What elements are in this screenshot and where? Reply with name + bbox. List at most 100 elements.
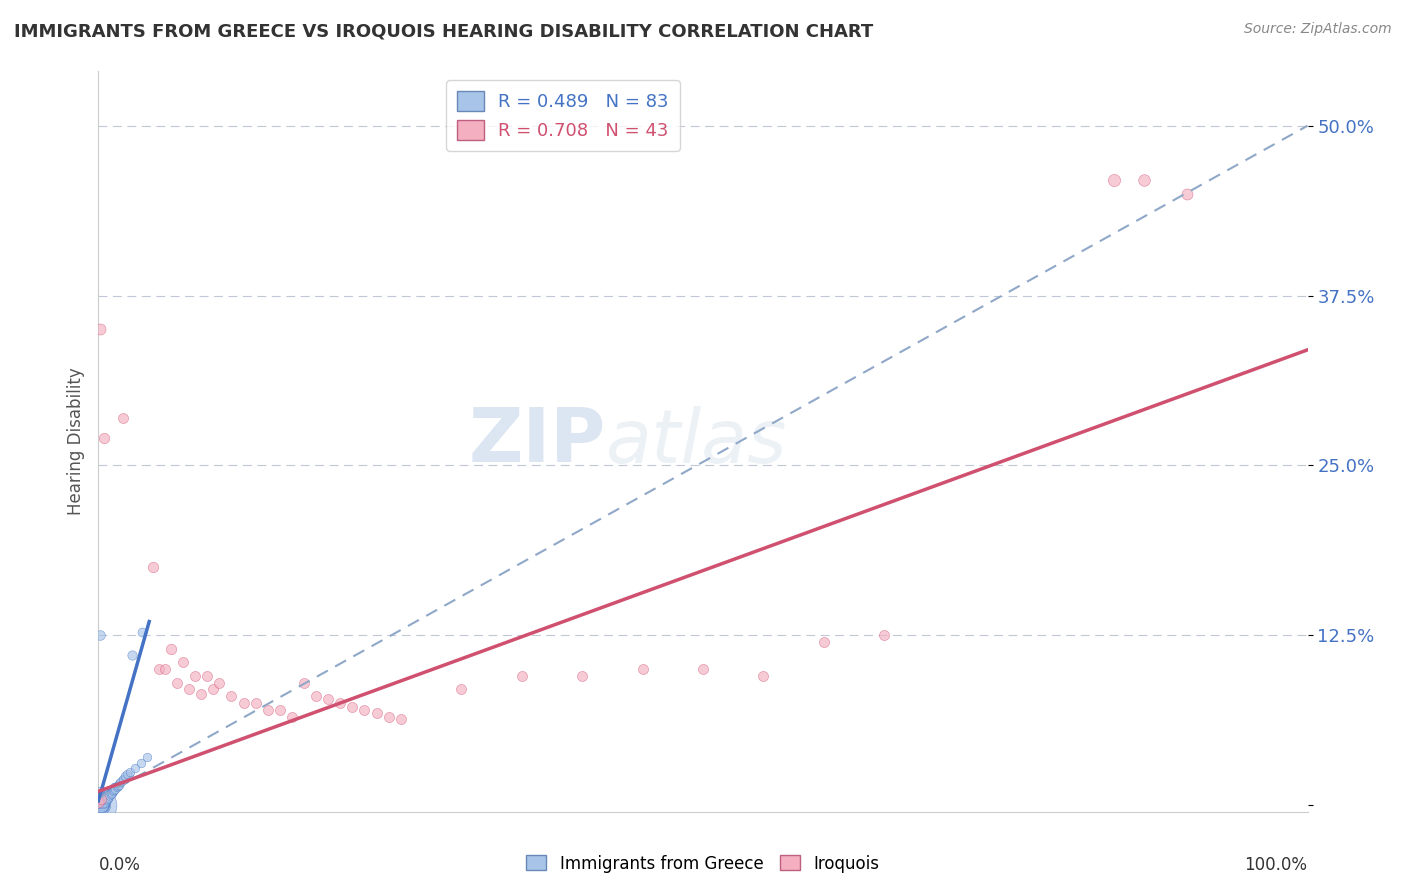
Point	[94, 789, 117, 804]
Point	[96, 791, 118, 805]
Point	[316, 692, 339, 706]
Point	[179, 682, 201, 697]
Point	[111, 773, 134, 788]
Point	[108, 776, 131, 790]
Point	[353, 703, 375, 717]
Point	[96, 787, 118, 801]
Text: ZIP: ZIP	[470, 405, 606, 478]
Point	[97, 787, 120, 801]
Point	[91, 792, 114, 806]
Point	[114, 769, 136, 783]
Point	[90, 792, 112, 806]
Legend: Immigrants from Greece, Iroquois: Immigrants from Greece, Iroquois	[520, 848, 886, 880]
Point	[1133, 173, 1156, 187]
Point	[98, 787, 121, 801]
Point	[131, 625, 153, 640]
Point	[91, 792, 114, 806]
Point	[100, 783, 122, 797]
Point	[91, 795, 114, 809]
Point	[366, 706, 388, 720]
Point	[118, 769, 141, 783]
Point	[329, 696, 352, 710]
Point	[135, 750, 157, 764]
Point	[90, 797, 112, 812]
Point	[91, 795, 114, 809]
Point	[91, 789, 114, 804]
Point	[190, 687, 212, 701]
Point	[813, 635, 835, 649]
Point	[114, 772, 136, 786]
Point	[305, 690, 328, 704]
Point	[87, 795, 110, 809]
Point	[93, 789, 115, 803]
Point	[90, 794, 112, 808]
Point	[631, 662, 654, 676]
Point	[89, 628, 111, 642]
Point	[89, 797, 111, 812]
Point	[129, 756, 152, 770]
Point	[103, 781, 125, 796]
Point	[100, 784, 122, 798]
Point	[96, 789, 118, 803]
Point	[94, 789, 117, 803]
Point	[510, 669, 533, 683]
Point	[377, 709, 399, 723]
Point	[124, 761, 146, 775]
Point	[142, 560, 165, 574]
Point	[94, 791, 117, 805]
Point	[91, 794, 114, 808]
Point	[91, 797, 114, 811]
Text: Source: ZipAtlas.com: Source: ZipAtlas.com	[1244, 22, 1392, 37]
Point	[98, 789, 121, 803]
Point	[245, 696, 267, 710]
Point	[571, 669, 593, 683]
Point	[166, 675, 188, 690]
Point	[97, 789, 120, 803]
Point	[104, 781, 127, 796]
Point	[89, 794, 111, 808]
Legend: R = 0.489   N = 83, R = 0.708   N = 43: R = 0.489 N = 83, R = 0.708 N = 43	[446, 80, 679, 151]
Point	[91, 791, 114, 805]
Point	[752, 669, 775, 683]
Point	[100, 784, 122, 798]
Point	[94, 792, 117, 806]
Point	[195, 669, 218, 683]
Point	[90, 795, 112, 809]
Point	[93, 791, 115, 805]
Point	[342, 700, 364, 714]
Point	[101, 784, 124, 798]
Point	[208, 675, 231, 690]
Point	[97, 789, 120, 804]
Point	[202, 682, 225, 697]
Point	[450, 682, 472, 697]
Point	[172, 655, 194, 669]
Point	[93, 431, 115, 445]
Point	[160, 641, 183, 656]
Point	[93, 789, 115, 804]
Point	[148, 662, 170, 676]
Point	[184, 669, 207, 683]
Point	[87, 795, 110, 809]
Point	[256, 703, 278, 717]
Point	[96, 789, 118, 804]
Point	[1102, 173, 1125, 187]
Point	[105, 780, 128, 795]
Point	[94, 787, 117, 801]
Point	[100, 786, 122, 800]
Point	[232, 696, 254, 710]
Point	[98, 786, 121, 800]
Text: 0.0%: 0.0%	[98, 856, 141, 874]
Point	[100, 786, 122, 800]
Point	[118, 765, 141, 780]
Point	[281, 709, 304, 723]
Point	[98, 784, 121, 798]
Point	[108, 774, 131, 789]
Text: IMMIGRANTS FROM GREECE VS IROQUOIS HEARING DISABILITY CORRELATION CHART: IMMIGRANTS FROM GREECE VS IROQUOIS HEARI…	[14, 22, 873, 40]
Point	[100, 787, 122, 801]
Text: 100.0%: 100.0%	[1244, 856, 1308, 874]
Point	[101, 783, 124, 797]
Point	[117, 766, 139, 780]
Point	[87, 797, 110, 811]
Point	[111, 410, 134, 425]
Point	[1175, 186, 1198, 201]
